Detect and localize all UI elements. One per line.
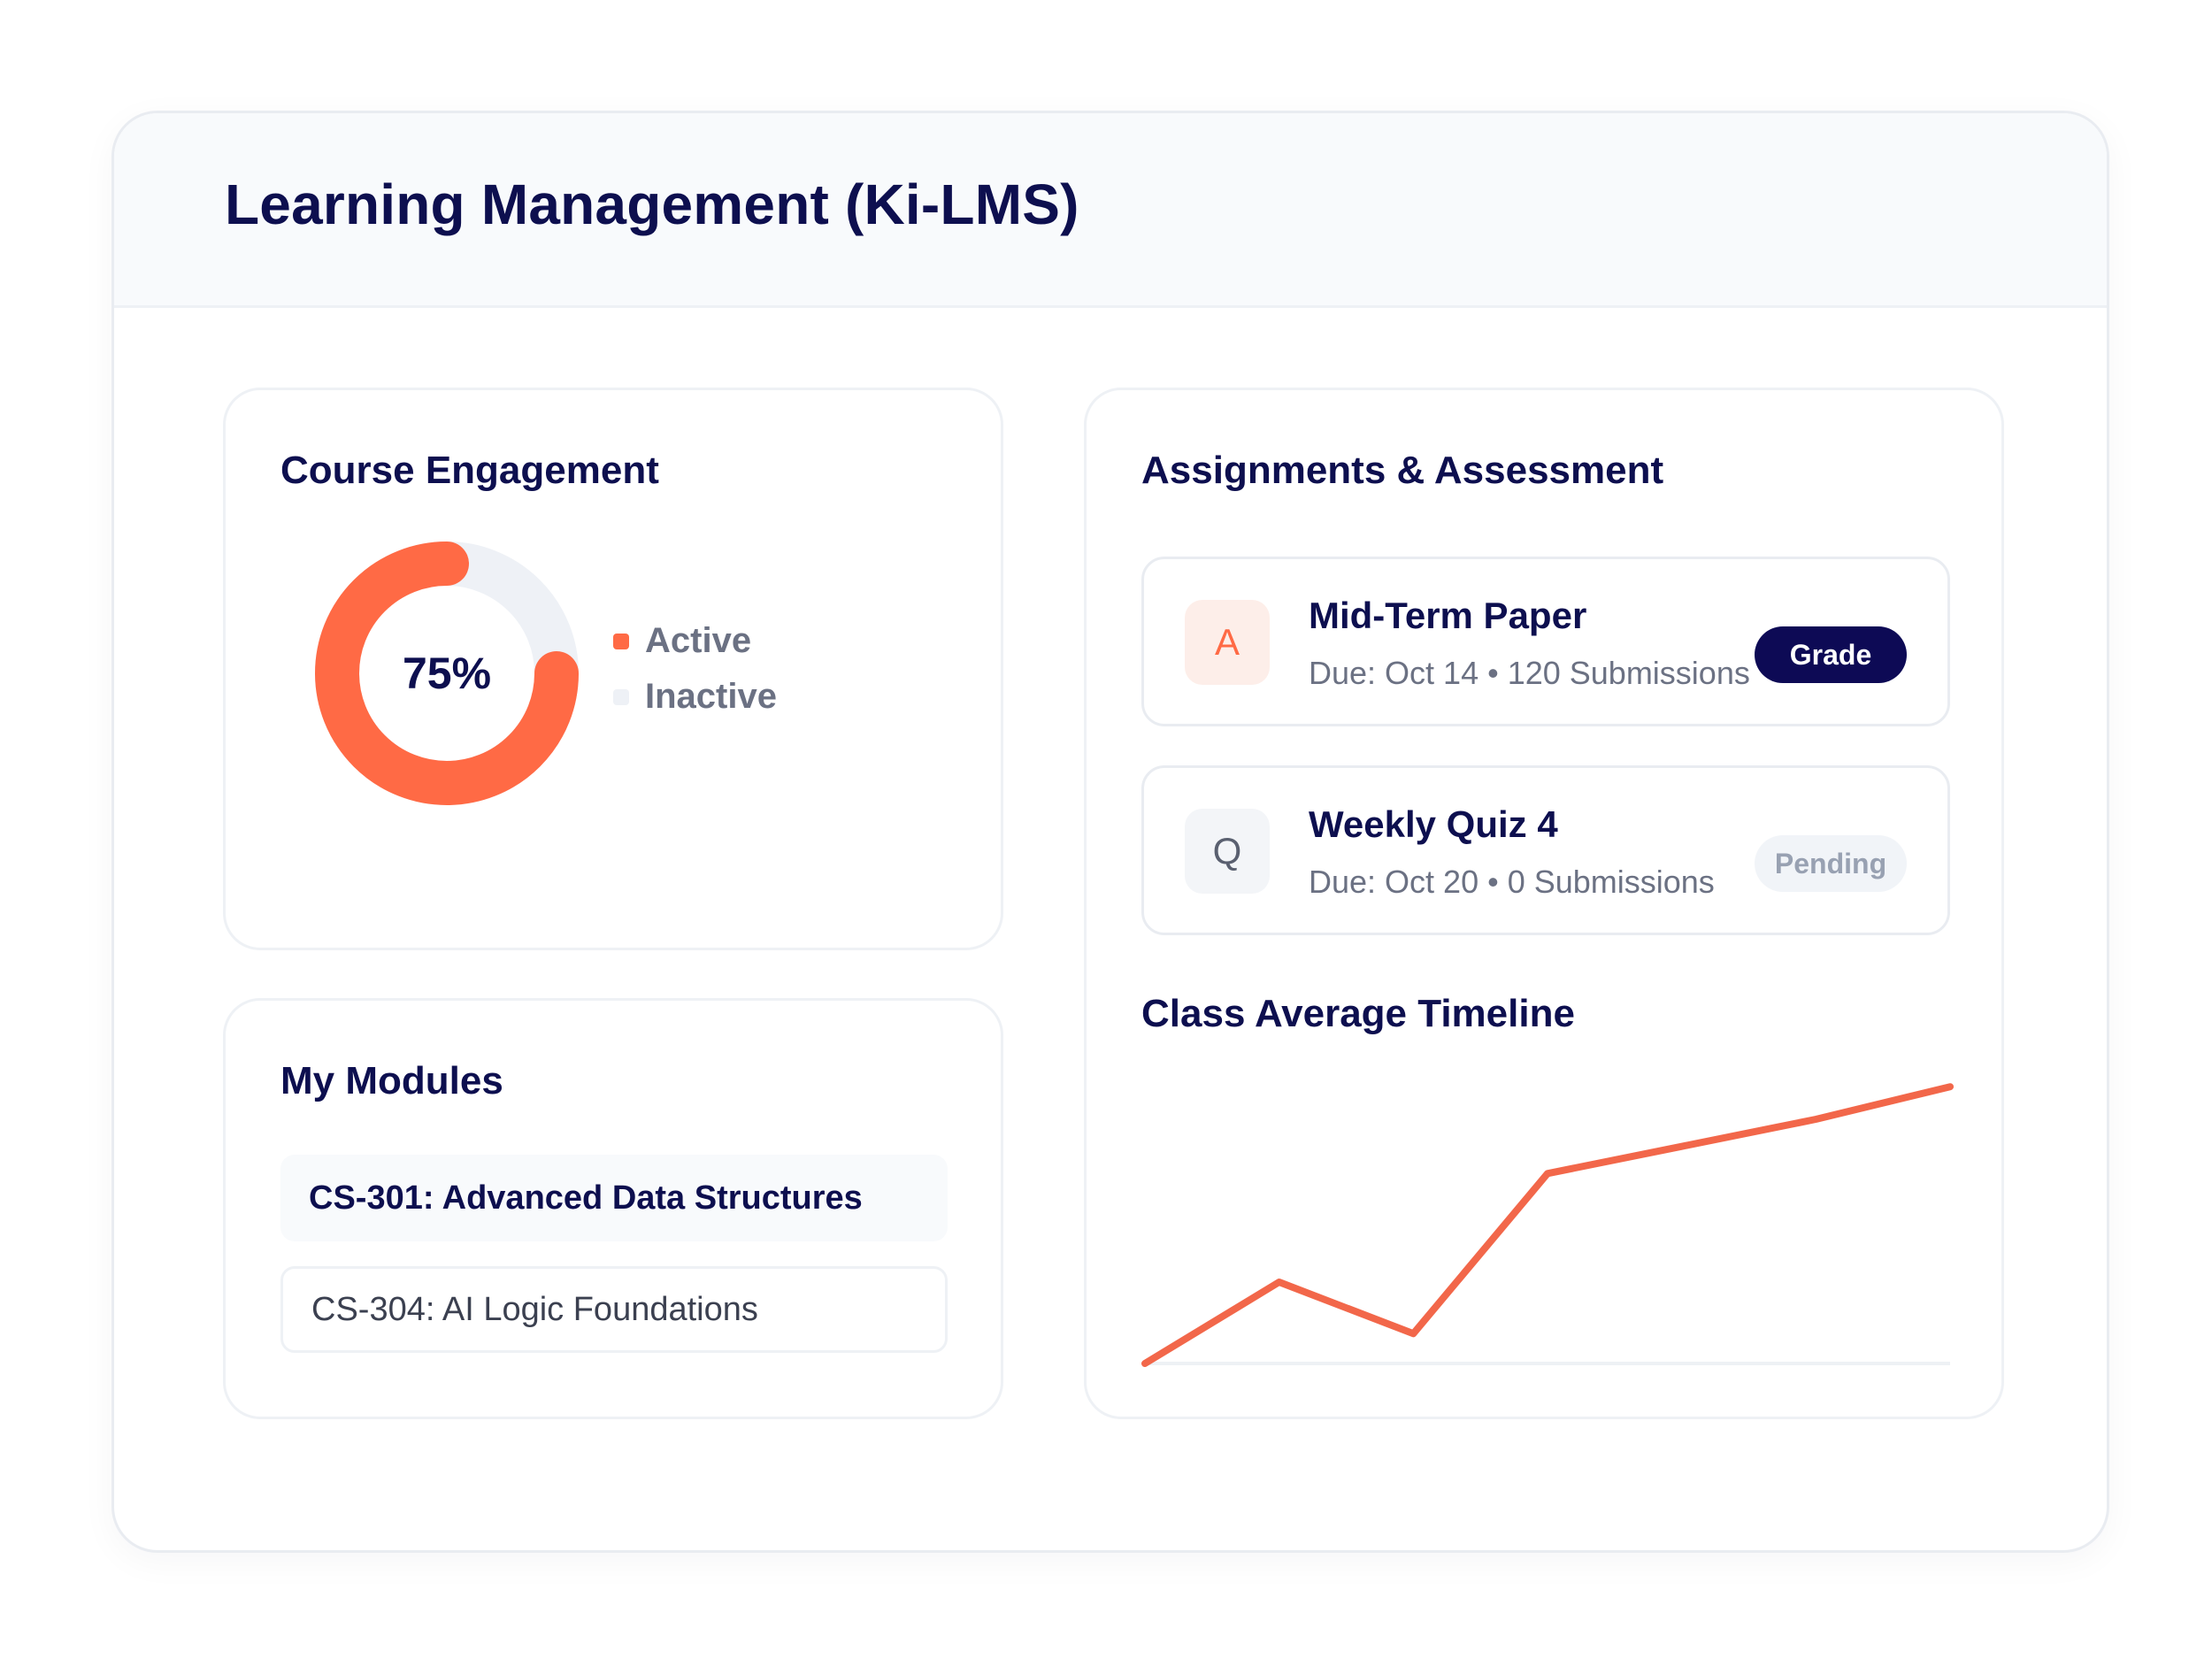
legend-swatch-inactive: [613, 688, 629, 705]
module-item-cs301[interactable]: CS-301: Advanced Data Structures: [280, 1155, 948, 1241]
legend-label-active: Active: [645, 621, 752, 660]
donut-active-arc: [315, 541, 579, 805]
legend-label-inactive: Inactive: [645, 677, 777, 716]
assignment-item-midterm[interactable]: A Mid-Term Paper Due: Oct 14 • 120 Submi…: [1141, 557, 1950, 726]
pending-status-badge: Pending: [1755, 835, 1907, 892]
assignment-meta: Due: Oct 14 • 120 Submissions: [1309, 655, 1750, 691]
legend-swatch-active: [613, 633, 629, 649]
module-item-cs304[interactable]: CS-304: AI Logic Foundations: [280, 1266, 948, 1353]
legend-item-inactive: Inactive: [613, 669, 777, 725]
timeline-title: Class Average Timeline: [1141, 992, 1575, 1035]
quiz-letter-icon: Q: [1185, 809, 1270, 894]
my-modules-title: My Modules: [280, 1059, 503, 1102]
app-header: Learning Management (Ki-LMS): [114, 113, 2107, 308]
app-window: Learning Management (Ki-LMS) Course Enga…: [111, 111, 2109, 1553]
assignments-title: Assignments & Assessment: [1141, 449, 1664, 492]
app-title: Learning Management (Ki-LMS): [225, 173, 1079, 236]
assignments-card: Assignments & Assessment A Mid-Term Pape…: [1084, 388, 2004, 1419]
class-average-chart: [1141, 1083, 1954, 1367]
assignment-name: Weekly Quiz 4: [1309, 803, 1558, 845]
grade-button[interactable]: Grade: [1755, 626, 1907, 683]
engagement-percent: 75%: [402, 649, 492, 698]
engagement-legend: Active Inactive: [613, 613, 777, 725]
assignment-item-quiz[interactable]: Q Weekly Quiz 4 Due: Oct 20 • 0 Submissi…: [1141, 765, 1950, 935]
legend-item-active: Active: [613, 613, 777, 669]
course-engagement-title: Course Engagement: [280, 449, 659, 492]
assignment-meta: Due: Oct 20 • 0 Submissions: [1309, 864, 1715, 900]
assignment-letter-icon: A: [1185, 600, 1270, 685]
assignment-name: Mid-Term Paper: [1309, 595, 1587, 636]
class-average-line: [1141, 1083, 1954, 1367]
my-modules-card: My Modules CS-301: Advanced Data Structu…: [223, 998, 1003, 1419]
engagement-donut: [315, 541, 579, 805]
course-engagement-card: Course Engagement 75% Active Inactive: [223, 388, 1003, 950]
